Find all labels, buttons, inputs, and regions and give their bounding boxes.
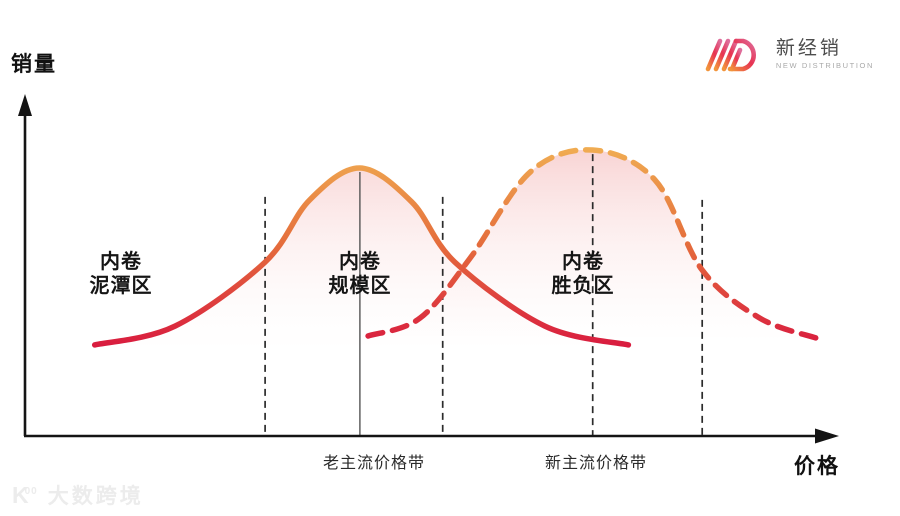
old-mainstream-price-band-label: 老主流价格带: [322, 455, 426, 472]
brand-name-cn: 新经销: [775, 38, 842, 60]
zone-label-winlose: 内卷 胜负区: [551, 251, 615, 298]
solid-bell-curve: [91, 165, 632, 348]
area-fills: [94, 149, 816, 345]
x-axis-title: 价格: [794, 455, 840, 478]
guide-lines: [264, 154, 704, 436]
y-axis-title: 销量: [11, 53, 57, 76]
axes: [18, 94, 839, 444]
nd-logo-icon: [705, 38, 756, 72]
zone-label-scale: 内卷 规模区: [328, 251, 392, 298]
curves: [91, 147, 819, 348]
y-axis-arrowhead-icon: [18, 94, 32, 116]
dashed-bell-curve: [365, 147, 819, 341]
watermark-logo-icon: K00: [12, 482, 38, 508]
new-mainstream-price-band-label: 新主流价格带: [544, 455, 648, 472]
x-axis-arrowhead-icon: [815, 428, 839, 444]
brand-logo: 新经销 NEW DISTRIBUTION: [702, 34, 874, 76]
brand-text: 新经销 NEW DISTRIBUTION: [775, 38, 874, 71]
watermark: K00 大数跨境: [12, 480, 144, 510]
zone-label-quagmire: 内卷 泥潭区: [89, 251, 153, 298]
brand-name-en: NEW DISTRIBUTION: [775, 61, 874, 71]
watermark-label: 大数跨境: [47, 485, 144, 508]
